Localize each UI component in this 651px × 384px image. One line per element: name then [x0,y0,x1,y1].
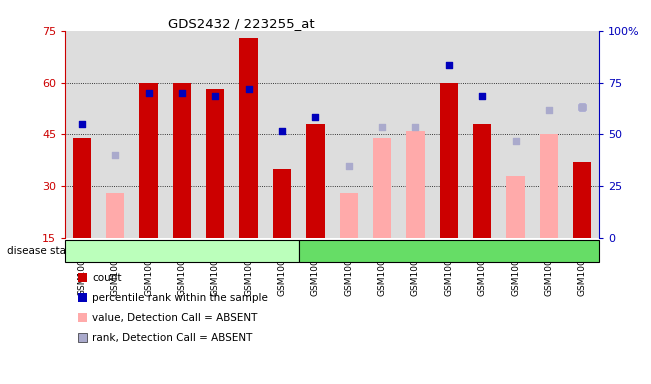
Point [143,90,154,96]
Point [410,124,421,131]
Bar [373,138,391,238]
Bar [540,134,558,238]
Bar [173,83,191,238]
Point [277,128,287,134]
Point [577,104,587,110]
Text: rank, Detection Call = ABSENT: rank, Detection Call = ABSENT [92,333,253,343]
Text: GDS2432 / 223255_at: GDS2432 / 223255_at [167,17,314,30]
Point [544,107,554,113]
Text: control: control [163,246,201,256]
Bar [573,162,591,238]
Point [477,93,488,99]
Text: disease state ►: disease state ► [7,246,87,256]
Point [443,62,454,68]
Text: count: count [92,273,122,283]
Point [176,90,187,96]
Bar [506,176,525,238]
Point [110,152,120,158]
Text: percentile rank within the sample: percentile rank within the sample [92,293,268,303]
Point [77,121,87,127]
Point [344,162,354,169]
Bar [273,169,291,238]
Bar [73,138,91,238]
Bar [406,131,424,238]
Bar [139,83,158,238]
Bar [206,89,225,238]
Point [210,93,221,99]
Point [510,138,521,144]
Point [243,86,254,93]
Text: value, Detection Call = ABSENT: value, Detection Call = ABSENT [92,313,258,323]
Point [377,124,387,131]
Bar [439,83,458,238]
Bar [106,193,124,238]
Bar [240,38,258,238]
Point [577,104,587,110]
Text: pituitary adenoma predisposition: pituitary adenoma predisposition [356,246,541,256]
Bar [473,124,492,238]
Bar [340,193,358,238]
Bar [306,124,324,238]
Point [310,114,320,120]
